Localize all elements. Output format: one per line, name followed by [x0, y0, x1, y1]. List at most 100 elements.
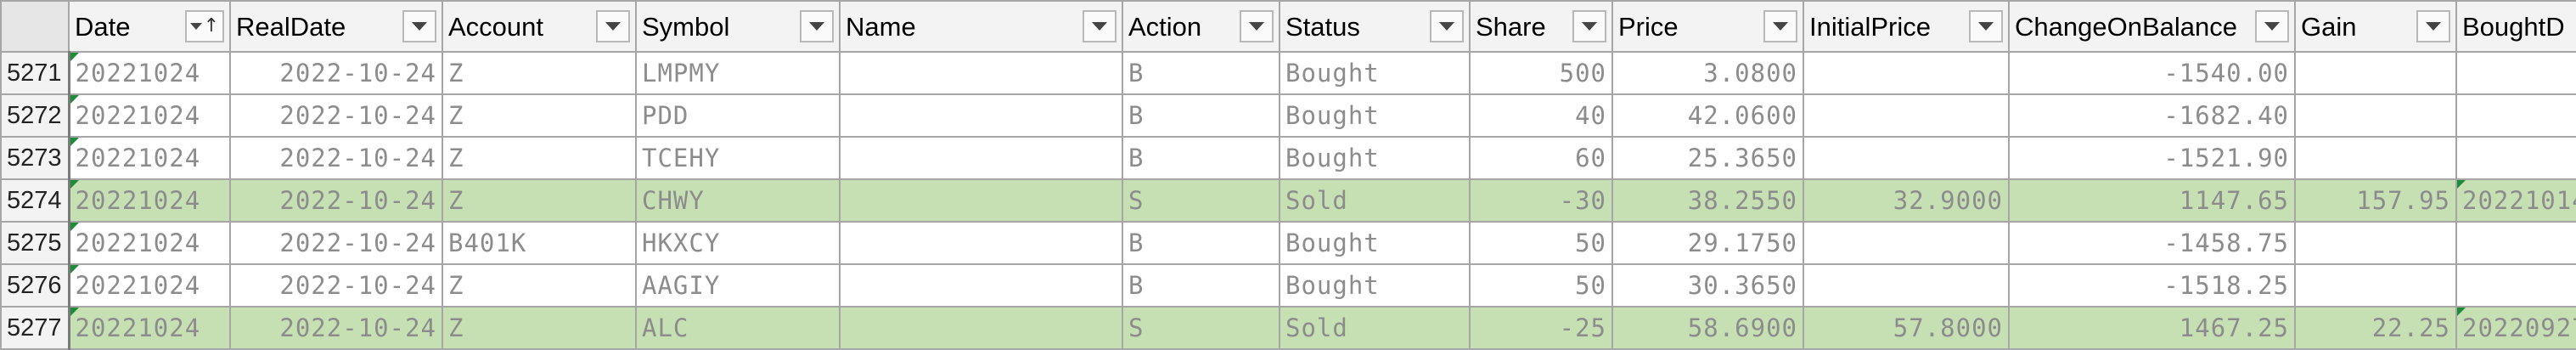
cell-name[interactable]	[839, 178, 1123, 223]
cell-name[interactable]	[839, 93, 1123, 138]
filter-button[interactable]	[1083, 10, 1116, 42]
cell-boughtdate[interactable]	[2455, 51, 2576, 95]
column-header-account[interactable]: Account	[442, 0, 637, 53]
cell-status[interactable]: Sold	[1279, 306, 1471, 350]
column-header-realdate[interactable]: RealDate	[229, 0, 443, 53]
cell-symbol[interactable]: PDD	[635, 93, 841, 138]
filter-button[interactable]	[1430, 10, 1464, 42]
cell-boughtdate[interactable]	[2455, 221, 2576, 265]
cell-changeonbalance[interactable]: -1518.25	[2008, 263, 2296, 308]
column-header-action[interactable]: Action	[1122, 0, 1280, 53]
cell-account[interactable]: B401K	[442, 221, 637, 265]
cell-action[interactable]: B	[1122, 51, 1280, 95]
column-header-status[interactable]: Status	[1279, 0, 1471, 53]
cell-initialprice[interactable]	[1803, 136, 2010, 180]
row-number-header[interactable]: 5273	[0, 136, 70, 180]
cell-changeonbalance[interactable]: 1467.25	[2008, 306, 2296, 350]
cell-price[interactable]: 38.2550	[1611, 178, 1804, 223]
cell-boughtdate[interactable]	[2455, 93, 2576, 138]
column-header-boughtdate[interactable]: BoughtD	[2455, 0, 2576, 53]
cell-price[interactable]: 42.0600	[1611, 93, 1804, 138]
cell-share[interactable]: -25	[1469, 306, 1613, 350]
column-header-share[interactable]: Share	[1469, 0, 1613, 53]
cell-price[interactable]: 3.0800	[1611, 51, 1804, 95]
cell-account[interactable]: Z	[442, 136, 637, 180]
cell-name[interactable]	[839, 136, 1123, 180]
filter-button[interactable]	[1572, 10, 1606, 42]
cell-share[interactable]: 60	[1469, 136, 1613, 180]
cell-date[interactable]: 20221024	[68, 51, 231, 95]
cell-symbol[interactable]: TCEHY	[635, 136, 841, 180]
cell-changeonbalance[interactable]: -1458.75	[2008, 221, 2296, 265]
cell-gain[interactable]	[2294, 263, 2457, 308]
cell-share[interactable]: 50	[1469, 221, 1613, 265]
column-header-symbol[interactable]: Symbol	[635, 0, 841, 53]
cell-symbol[interactable]: AAGIY	[635, 263, 841, 308]
row-number-header[interactable]: 5276	[0, 263, 70, 308]
filter-button[interactable]	[2416, 10, 2450, 42]
cell-share[interactable]: 500	[1469, 51, 1613, 95]
cell-status[interactable]: Bought	[1279, 263, 1471, 308]
cell-gain[interactable]	[2294, 51, 2457, 95]
column-header-price[interactable]: Price	[1611, 0, 1804, 53]
cell-boughtdate[interactable]	[2455, 136, 2576, 180]
cell-realdate[interactable]: 2022-10-24	[229, 263, 443, 308]
cell-share[interactable]: -30	[1469, 178, 1613, 223]
filter-button[interactable]	[2255, 10, 2289, 42]
cell-date[interactable]: 20221024	[68, 178, 231, 223]
column-header-name[interactable]: Name	[839, 0, 1123, 53]
cell-price[interactable]: 29.1750	[1611, 221, 1804, 265]
cell-date[interactable]: 20221024	[68, 93, 231, 138]
cell-account[interactable]: Z	[442, 51, 637, 95]
cell-boughtdate[interactable]: 20220927	[2455, 306, 2576, 350]
column-header-changeonbalance[interactable]: ChangeOnBalance	[2008, 0, 2296, 53]
cell-realdate[interactable]: 2022-10-24	[229, 51, 443, 95]
cell-initialprice[interactable]	[1803, 221, 2010, 265]
cell-gain[interactable]	[2294, 221, 2457, 265]
cell-price[interactable]: 30.3650	[1611, 263, 1804, 308]
cell-status[interactable]: Bought	[1279, 93, 1471, 138]
cell-status[interactable]: Sold	[1279, 178, 1471, 223]
cell-share[interactable]: 40	[1469, 93, 1613, 138]
cell-gain[interactable]	[2294, 93, 2457, 138]
cell-gain[interactable]: 157.95	[2294, 178, 2457, 223]
cell-initialprice[interactable]	[1803, 51, 2010, 95]
cell-changeonbalance[interactable]: -1682.40	[2008, 93, 2296, 138]
filter-button[interactable]	[596, 10, 630, 42]
cell-name[interactable]	[839, 306, 1123, 350]
select-all-corner[interactable]	[0, 0, 70, 53]
cell-symbol[interactable]: LMPMY	[635, 51, 841, 95]
cell-date[interactable]: 20221024	[68, 221, 231, 265]
cell-changeonbalance[interactable]: -1540.00	[2008, 51, 2296, 95]
cell-boughtdate[interactable]: 20221014	[2455, 178, 2576, 223]
cell-date[interactable]: 20221024	[68, 136, 231, 180]
cell-date[interactable]: 20221024	[68, 263, 231, 308]
cell-status[interactable]: Bought	[1279, 221, 1471, 265]
column-header-gain[interactable]: Gain	[2294, 0, 2457, 53]
cell-action[interactable]: B	[1122, 221, 1280, 265]
cell-account[interactable]: Z	[442, 178, 637, 223]
cell-symbol[interactable]: ALC	[635, 306, 841, 350]
cell-status[interactable]: Bought	[1279, 136, 1471, 180]
cell-realdate[interactable]: 2022-10-24	[229, 306, 443, 350]
cell-name[interactable]	[839, 51, 1123, 95]
cell-status[interactable]: Bought	[1279, 51, 1471, 95]
cell-symbol[interactable]: CHWY	[635, 178, 841, 223]
cell-realdate[interactable]: 2022-10-24	[229, 93, 443, 138]
filter-button[interactable]	[1969, 10, 2003, 42]
cell-action[interactable]: S	[1122, 178, 1280, 223]
cell-changeonbalance[interactable]: -1521.90	[2008, 136, 2296, 180]
cell-action[interactable]: B	[1122, 263, 1280, 308]
cell-initialprice[interactable]	[1803, 263, 2010, 308]
cell-gain[interactable]: 22.25	[2294, 306, 2457, 350]
cell-gain[interactable]	[2294, 136, 2457, 180]
cell-action[interactable]: B	[1122, 93, 1280, 138]
cell-realdate[interactable]: 2022-10-24	[229, 178, 443, 223]
sort-filter-button[interactable]: ↑	[185, 10, 224, 42]
cell-account[interactable]: Z	[442, 306, 637, 350]
cell-account[interactable]: Z	[442, 93, 637, 138]
cell-initialprice[interactable]: 32.9000	[1803, 178, 2010, 223]
filter-button[interactable]	[1763, 10, 1797, 42]
cell-realdate[interactable]: 2022-10-24	[229, 221, 443, 265]
cell-action[interactable]: B	[1122, 136, 1280, 180]
